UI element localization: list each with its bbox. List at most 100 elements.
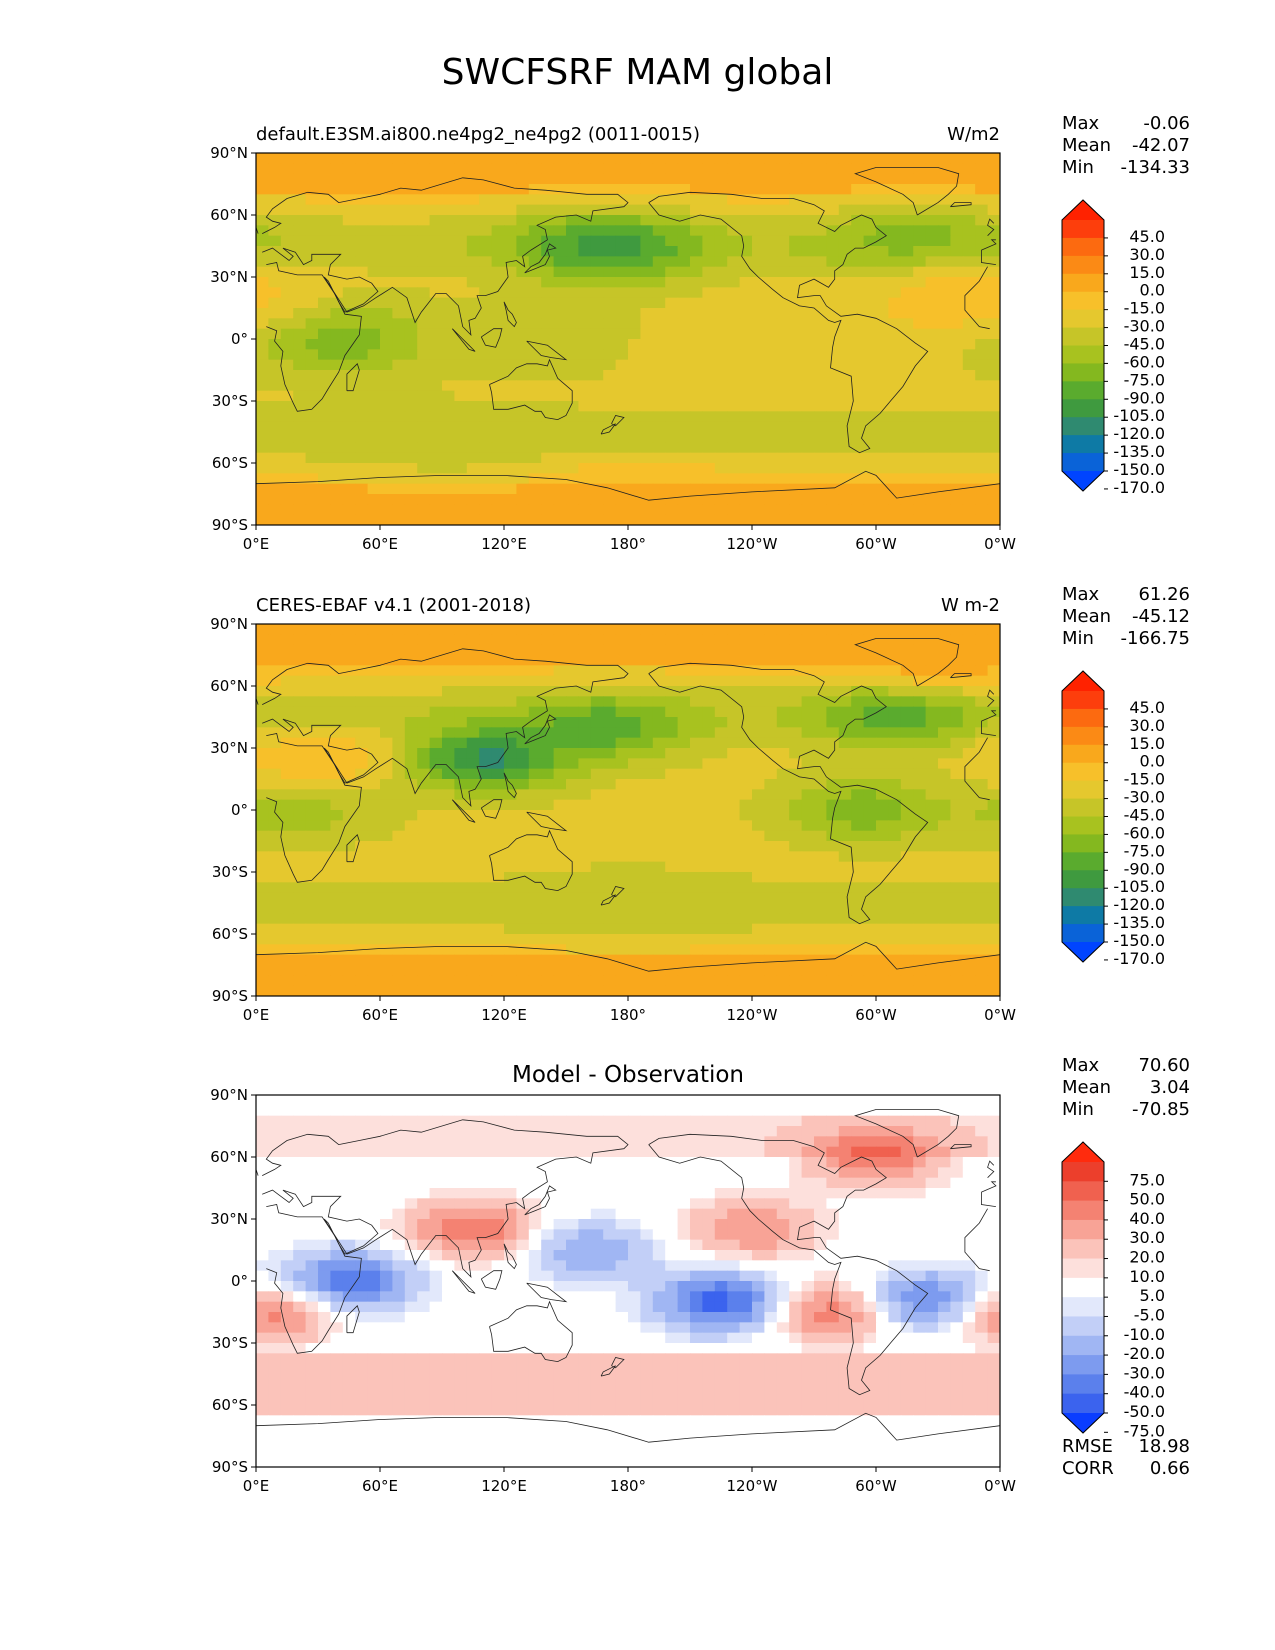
field-cell [454, 820, 468, 832]
field-cell [417, 737, 431, 749]
field-cell [987, 390, 1000, 402]
field-cell [789, 655, 803, 666]
field-cell [442, 494, 455, 505]
field-cell [826, 665, 840, 677]
field-cell [727, 913, 741, 925]
field-cell [838, 851, 852, 863]
field-cell [454, 204, 468, 216]
field-cell [429, 665, 443, 677]
field-cell [913, 514, 927, 525]
field-cell [987, 975, 1000, 987]
field-cell [392, 380, 406, 392]
field-cell [615, 153, 629, 164]
field-cell [801, 173, 815, 185]
field-cell [652, 861, 666, 873]
field-cell [541, 339, 555, 350]
field-cell [280, 1095, 294, 1106]
field-cell [776, 1146, 790, 1158]
field-cell [640, 473, 654, 485]
field-cell [938, 153, 951, 164]
field-cell [987, 1157, 1000, 1168]
field-cell [566, 841, 579, 852]
field-cell [256, 727, 269, 739]
colorbar-segment [1062, 780, 1104, 800]
field-cell [578, 1167, 592, 1179]
field-cell [454, 830, 468, 842]
field-cell [677, 184, 691, 195]
field-cell [962, 266, 976, 278]
field-cell [987, 442, 1000, 454]
field-cell [876, 194, 889, 206]
field-cell [962, 820, 976, 832]
field-cell [355, 463, 369, 474]
field-cell [677, 370, 691, 381]
field-cell [590, 934, 604, 945]
field-cell [268, 737, 282, 749]
field-cell [504, 1157, 517, 1168]
field-cell [516, 1157, 530, 1168]
field-cell [739, 1167, 753, 1179]
colorbar-segment [1062, 363, 1104, 382]
field-cell [739, 1126, 753, 1137]
field-cell [454, 727, 468, 739]
field-cell [938, 514, 951, 525]
field-cell [516, 655, 530, 666]
field-cell [256, 675, 269, 687]
field-cell [355, 483, 369, 495]
field-cell [578, 1115, 592, 1127]
field-cell [776, 494, 790, 505]
field-cell [268, 421, 282, 433]
field-cell [454, 370, 468, 381]
field-cell [615, 655, 629, 666]
lon-tick-label: 0°E [243, 1006, 270, 1024]
field-cell [491, 944, 505, 956]
field-cell [516, 318, 530, 330]
field-cell [913, 768, 927, 780]
field-cell [640, 194, 654, 206]
field-cell [479, 851, 493, 863]
field-cell [752, 380, 765, 392]
coastline [346, 834, 360, 863]
field-cell [342, 297, 356, 309]
field-cell [417, 872, 431, 883]
field-cell [293, 903, 307, 914]
field-cell [640, 892, 654, 904]
field-cell [851, 349, 865, 361]
field-cell [801, 1136, 815, 1148]
field-cell [504, 473, 517, 485]
field-cell [950, 308, 964, 319]
field-cell [888, 634, 902, 646]
field-cell [838, 318, 852, 330]
field-cell [342, 789, 356, 801]
field-cell [380, 153, 393, 164]
field-cell [268, 359, 282, 371]
field-cell [590, 758, 604, 770]
field-cell [318, 411, 331, 423]
field-cell [442, 644, 455, 656]
field-cell [826, 163, 840, 175]
field-cell [578, 913, 592, 925]
field-cell [603, 1126, 617, 1137]
field-cell [975, 473, 989, 485]
field-cell [293, 297, 307, 309]
field-cell [665, 153, 679, 164]
field-cell [256, 380, 269, 392]
field-cell [330, 1167, 344, 1179]
field-cell [925, 204, 939, 216]
field-cell [789, 266, 803, 278]
field-cell [615, 504, 629, 516]
field-cell [268, 339, 282, 350]
field-cell [392, 194, 406, 206]
field-cell [975, 297, 989, 309]
field-cell [268, 706, 282, 718]
field-cell [305, 696, 319, 708]
field-cell [256, 163, 269, 175]
field-cell [590, 473, 604, 485]
field-cell [367, 737, 381, 749]
field-cell [417, 473, 431, 485]
field-cell [925, 194, 939, 206]
field-cell [479, 390, 493, 402]
colorbar-tick-label: 45.0 [1129, 227, 1165, 246]
field-cell [851, 841, 865, 852]
field-cell [479, 913, 493, 925]
